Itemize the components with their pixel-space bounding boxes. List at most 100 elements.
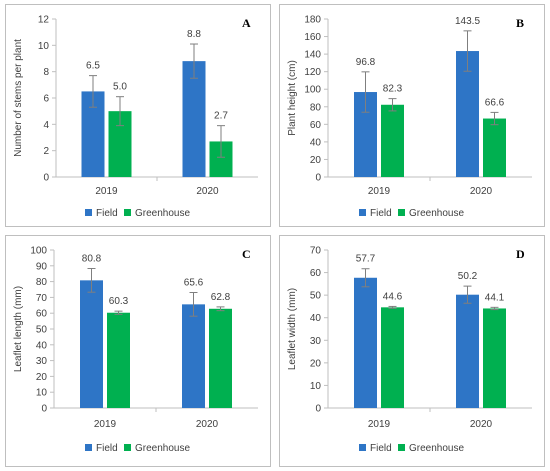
data-label: 6.5 xyxy=(86,61,100,72)
y-tick-label: 20 xyxy=(36,372,48,383)
y-axis-title: Leaflet length (mm) xyxy=(13,286,24,372)
legend-swatch-field xyxy=(85,444,92,451)
y-tick-label: 6 xyxy=(43,94,49,105)
data-label: 96.8 xyxy=(356,57,376,68)
x-category-label: 2020 xyxy=(470,419,493,430)
y-tick-label: 50 xyxy=(36,325,48,336)
y-tick-label: 70 xyxy=(310,246,322,257)
chart-panel-a: A Number of stems per plant 0 2 4 6 8 10 12 2019 6… xyxy=(5,4,271,227)
legend-swatch-field xyxy=(359,209,366,216)
x-category-label: 2019 xyxy=(368,186,391,197)
panel-letter: B xyxy=(516,16,524,30)
bar-field-2019 xyxy=(81,91,105,177)
legend-swatch-greenhouse xyxy=(398,209,405,216)
legend-swatch-greenhouse xyxy=(124,444,131,451)
y-tick-label: 20 xyxy=(310,155,322,166)
y-tick-label: 80 xyxy=(36,277,48,288)
chart-svg-d: D Leaflet width (mm) 0 10 20 30 40 50 60 70 2019 57… xyxy=(287,246,532,454)
y-tick-label: 20 xyxy=(310,358,322,369)
legend-swatch-greenhouse xyxy=(398,444,405,451)
data-label: 5.0 xyxy=(113,82,127,93)
legend-label-greenhouse: Greenhouse xyxy=(135,208,190,219)
y-axis-title: Leaflet width (mm) xyxy=(287,288,298,370)
y-tick-label: 30 xyxy=(310,336,322,347)
y-tick-label: 10 xyxy=(36,388,48,399)
bar-field-2019 xyxy=(354,92,377,177)
y-tick-label: 100 xyxy=(304,85,321,96)
x-category-label: 2020 xyxy=(196,186,219,197)
bar-greenhouse-2020 xyxy=(209,141,233,177)
legend-label-greenhouse: Greenhouse xyxy=(409,443,464,454)
y-tick-label: 60 xyxy=(310,268,322,279)
chart-panel-c: C Leaflet length (mm) 0 10 20 30 40 50 60 70 80 90 1… xyxy=(5,235,271,467)
data-label: 44.6 xyxy=(383,291,403,302)
legend-label-field: Field xyxy=(370,208,392,219)
y-tick-label: 0 xyxy=(315,404,321,415)
y-tick-label: 8 xyxy=(43,67,49,78)
x-category-label: 2020 xyxy=(470,186,493,197)
legend-swatch-field xyxy=(359,444,366,451)
bar-greenhouse-2019 xyxy=(108,111,132,177)
x-category-label: 2020 xyxy=(196,419,219,430)
y-tick-label: 70 xyxy=(36,293,48,304)
y-tick-label: 60 xyxy=(36,309,48,320)
legend-label-field: Field xyxy=(96,208,118,219)
y-tick-label: 12 xyxy=(38,15,50,26)
bar-greenhouse-2019 xyxy=(381,307,404,408)
y-tick-label: 80 xyxy=(310,102,322,113)
y-tick-label: 10 xyxy=(310,381,322,392)
legend-label-greenhouse: Greenhouse xyxy=(409,208,464,219)
y-tick-label: 100 xyxy=(30,246,47,257)
chart-svg-b: B Plant height (cm) 0 20 40 60 80 100 120 140 160 1… xyxy=(287,15,532,219)
y-tick-label: 10 xyxy=(38,41,50,52)
y-tick-label: 140 xyxy=(304,50,321,61)
bar-field-2020 xyxy=(182,304,205,408)
panel-letter: D xyxy=(516,247,525,261)
legend-label-field: Field xyxy=(370,443,392,454)
data-label: 50.2 xyxy=(458,271,478,282)
y-tick-label: 180 xyxy=(304,15,321,26)
bar-greenhouse-2020 xyxy=(483,308,506,408)
legend-label-greenhouse: Greenhouse xyxy=(135,443,190,454)
chart-svg-a: A Number of stems per plant 0 2 4 6 8 10 12 2019 6… xyxy=(13,15,258,219)
legend-swatch-field xyxy=(85,209,92,216)
y-tick-label: 160 xyxy=(304,32,321,43)
data-label: 65.6 xyxy=(184,278,204,289)
y-tick-label: 40 xyxy=(310,313,322,324)
x-category-label: 2019 xyxy=(368,419,391,430)
x-category-label: 2019 xyxy=(95,186,118,197)
bar-greenhouse-2020 xyxy=(483,118,506,177)
data-label: 2.7 xyxy=(214,111,228,122)
data-label: 66.6 xyxy=(485,97,505,108)
y-tick-label: 30 xyxy=(36,356,48,367)
x-category-label: 2019 xyxy=(94,419,117,430)
bar-greenhouse-2019 xyxy=(107,312,130,408)
legend-label-field: Field xyxy=(96,443,118,454)
legend-swatch-greenhouse xyxy=(124,209,131,216)
y-tick-label: 4 xyxy=(43,120,49,131)
data-label: 8.8 xyxy=(187,29,201,40)
data-label: 62.8 xyxy=(211,292,231,303)
y-tick-label: 120 xyxy=(304,67,321,78)
y-axis-title: Plant height (cm) xyxy=(287,60,298,136)
y-tick-label: 0 xyxy=(43,173,49,184)
panel-letter: A xyxy=(242,16,251,30)
bar-field-2020 xyxy=(182,61,206,178)
data-label: 57.7 xyxy=(356,254,376,265)
data-label: 82.3 xyxy=(383,84,403,95)
data-label: 44.1 xyxy=(485,292,505,303)
chart-panel-d: D Leaflet width (mm) 0 10 20 30 40 50 60 70 2019 57… xyxy=(279,235,545,467)
chart-svg-c: C Leaflet length (mm) 0 10 20 30 40 50 60 70 80 90 1… xyxy=(13,246,258,454)
panel-letter: C xyxy=(242,247,251,261)
bar-greenhouse-2019 xyxy=(381,104,404,177)
y-tick-label: 40 xyxy=(310,137,322,148)
y-tick-label: 50 xyxy=(310,291,322,302)
bar-field-2019 xyxy=(80,280,103,408)
chart-panel-b: B Plant height (cm) 0 20 40 60 80 100 120 140 160 1… xyxy=(279,4,545,227)
y-tick-label: 0 xyxy=(315,173,321,184)
data-label: 143.5 xyxy=(455,16,480,27)
y-tick-label: 40 xyxy=(36,340,48,351)
y-axis-title: Number of stems per plant xyxy=(13,39,24,157)
bar-field-2020 xyxy=(456,294,479,408)
data-label: 80.8 xyxy=(82,253,102,264)
